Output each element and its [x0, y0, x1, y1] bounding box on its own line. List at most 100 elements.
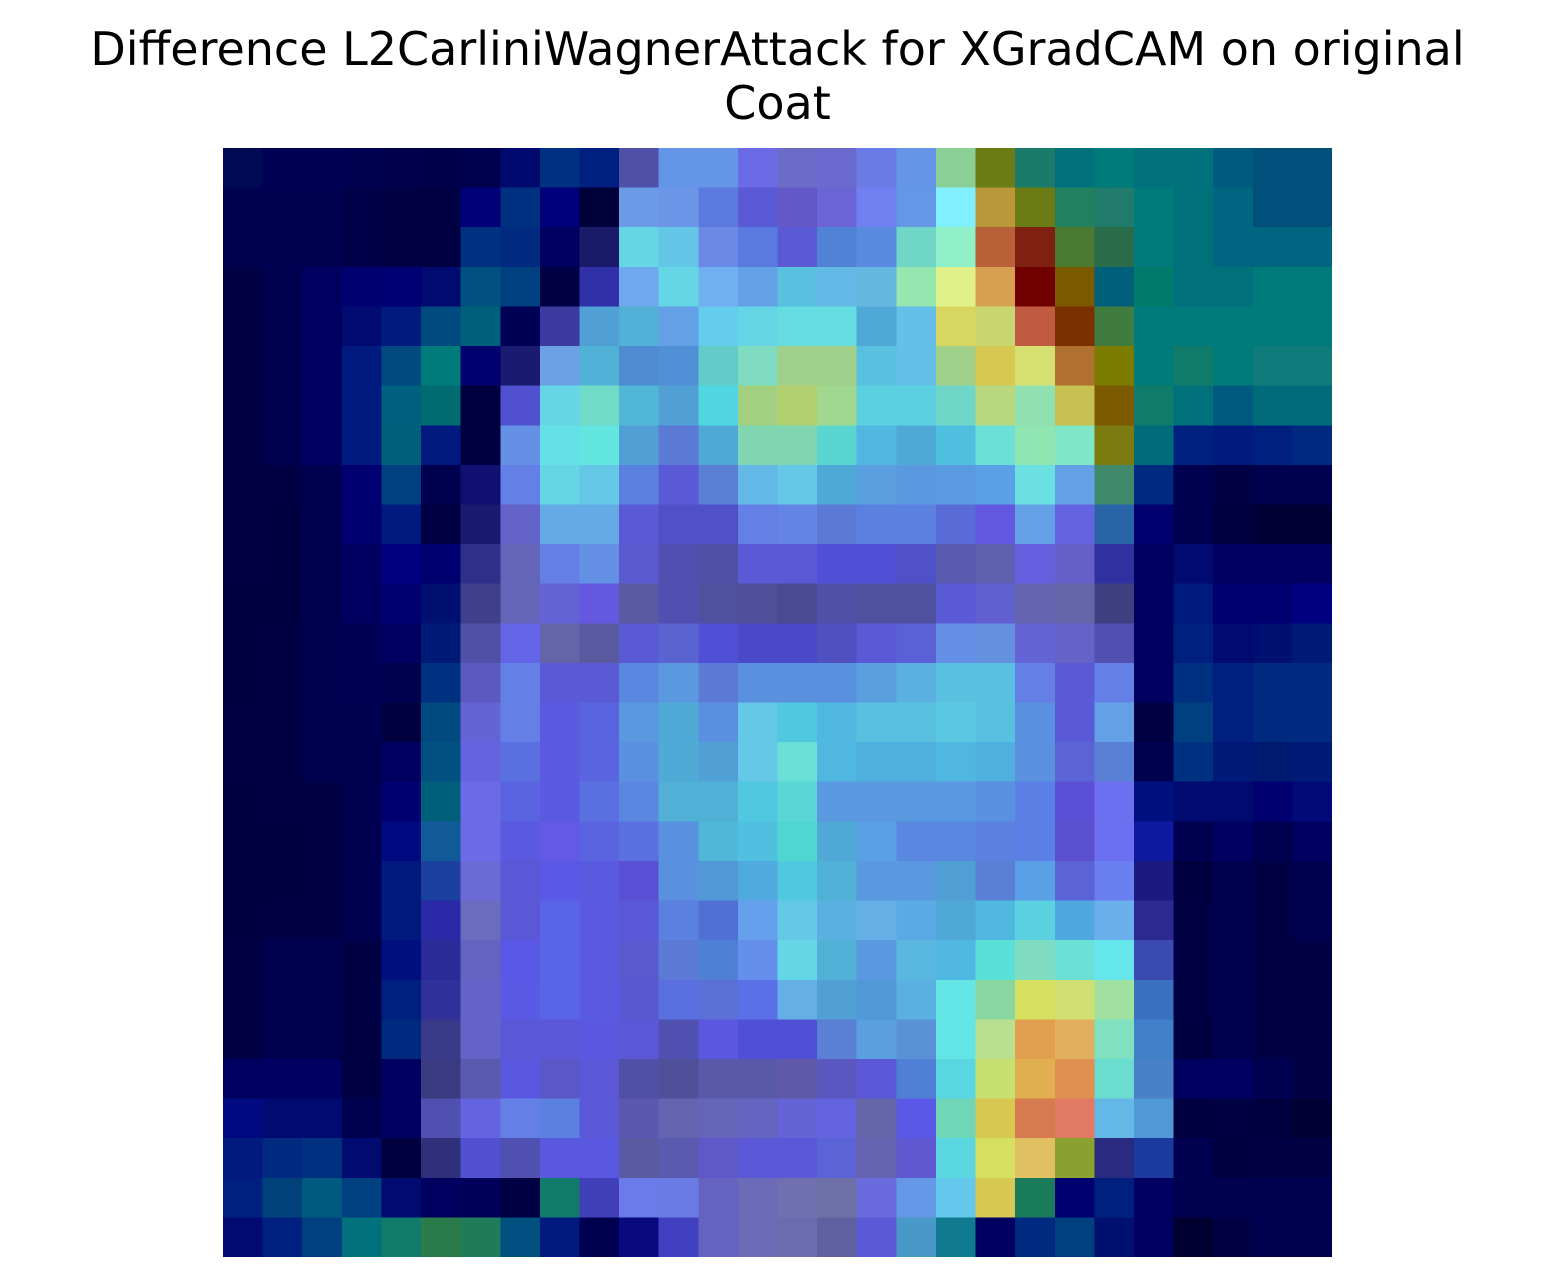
heatmap-cell-r12-c15	[817, 623, 858, 664]
heatmap-cell-r20-c4	[381, 940, 422, 981]
heatmap-cell-r10-c5	[421, 544, 462, 585]
heatmap-cell-r4-c25	[1213, 306, 1254, 347]
heatmap-cell-r15-c3	[341, 742, 383, 783]
heatmap-cell-r21-c26	[1252, 979, 1293, 1020]
heatmap-plot	[223, 148, 1332, 1257]
heatmap-cell-r18-c19	[975, 860, 1016, 902]
heatmap-cell-r17-c18	[935, 821, 977, 862]
heatmap-cell-r21-c13	[737, 979, 779, 1020]
heatmap-cell-r13-c8	[539, 662, 581, 704]
heatmap-cell-r2-c6	[460, 227, 501, 268]
heatmap-cell-r9-c7	[500, 504, 541, 545]
heatmap-cell-r9-c15	[817, 504, 858, 545]
heatmap-cell-r1-c14	[777, 187, 818, 228]
heatmap-cell-r15-c4	[381, 742, 422, 783]
heatmap-cell-r7-c9	[579, 425, 620, 466]
heatmap-cell-r17-c10	[619, 821, 660, 862]
heatmap-cell-r0-c4	[381, 148, 422, 189]
heatmap-cell-r9-c19	[975, 504, 1016, 545]
heatmap-cell-r1-c4	[381, 187, 422, 228]
heatmap-cell-r24-c7	[500, 1098, 541, 1139]
heatmap-cell-r15-c18	[935, 742, 977, 783]
heatmap-cell-r2-c19	[975, 227, 1016, 268]
heatmap-cell-r17-c26	[1252, 821, 1293, 862]
heatmap-cell-r9-c4	[381, 504, 422, 545]
heatmap-cell-r12-c6	[460, 623, 501, 664]
heatmap-cell-r13-c13	[737, 662, 779, 704]
heatmap-cell-r17-c19	[975, 821, 1016, 862]
heatmap-cell-r18-c1	[262, 860, 303, 902]
heatmap-cell-r8-c1	[262, 464, 303, 506]
heatmap-cell-r4-c1	[262, 306, 303, 347]
heatmap-cell-r26-c3	[341, 1177, 383, 1218]
heatmap-cell-r17-c14	[777, 821, 818, 862]
heatmap-cell-r21-c24	[1173, 979, 1214, 1020]
heatmap-cell-r10-c24	[1173, 544, 1214, 585]
heatmap-cell-r4-c13	[737, 306, 779, 347]
heatmap-cell-r14-c24	[1173, 702, 1214, 743]
heatmap-cell-r4-c17	[896, 306, 937, 347]
heatmap-cell-r17-c2	[302, 821, 343, 862]
heatmap-cell-r21-c15	[817, 979, 858, 1020]
heatmap-cell-r19-c3	[341, 900, 383, 941]
heatmap-cell-r11-c27	[1292, 583, 1332, 624]
heatmap-cell-r21-c21	[1054, 979, 1095, 1020]
heatmap-cell-r8-c12	[698, 464, 739, 506]
heatmap-cell-r1-c22	[1094, 187, 1135, 228]
heatmap-cell-r18-c7	[500, 860, 541, 902]
heatmap-cell-r7-c4	[381, 425, 422, 466]
heatmap-cell-r10-c3	[341, 544, 383, 585]
heatmap-cell-r24-c14	[777, 1098, 818, 1139]
heatmap-cell-r21-c4	[381, 979, 422, 1020]
heatmap-cell-r26-c23	[1133, 1177, 1175, 1218]
heatmap-cell-r9-c17	[896, 504, 937, 545]
heatmap-cell-r17-c1	[262, 821, 303, 862]
heatmap-cell-r11-c2	[302, 583, 343, 624]
heatmap-cell-r2-c26	[1252, 227, 1293, 268]
heatmap-cell-r13-c11	[658, 662, 699, 704]
heatmap-cell-r25-c8	[539, 1138, 581, 1179]
heatmap-cell-r8-c8	[539, 464, 581, 506]
heatmap-cell-r14-c19	[975, 702, 1016, 743]
heatmap-cell-r0-c14	[777, 148, 818, 189]
heatmap-cell-r2-c25	[1213, 227, 1254, 268]
heatmap-cell-r5-c4	[381, 346, 422, 387]
heatmap-cell-r26-c13	[737, 1177, 779, 1218]
heatmap-cell-r11-c7	[500, 583, 541, 624]
heatmap-cell-r14-c16	[856, 702, 897, 743]
heatmap-cell-r2-c7	[500, 227, 541, 268]
heatmap-cell-r8-c6	[460, 464, 501, 506]
heatmap-cell-r8-c26	[1252, 464, 1293, 506]
heatmap-cell-r19-c11	[658, 900, 699, 941]
heatmap-cell-r1-c0	[223, 187, 264, 228]
heatmap-cell-r7-c19	[975, 425, 1016, 466]
heatmap-cell-r6-c17	[896, 385, 937, 426]
heatmap-cell-r12-c2	[302, 623, 343, 664]
heatmap-cell-r1-c15	[817, 187, 858, 228]
heatmap-cell-r9-c6	[460, 504, 501, 545]
heatmap-cell-r10-c22	[1094, 544, 1135, 585]
heatmap-cell-r10-c13	[737, 544, 779, 585]
heatmap-cell-r18-c27	[1292, 860, 1332, 902]
heatmap-cell-r12-c19	[975, 623, 1016, 664]
heatmap-cell-r7-c21	[1054, 425, 1095, 466]
heatmap-cell-r21-c16	[856, 979, 897, 1020]
heatmap-cell-r3-c0	[223, 266, 264, 308]
heatmap-cell-r16-c7	[500, 781, 541, 822]
heatmap-cell-r18-c21	[1054, 860, 1095, 902]
heatmap-cell-r12-c10	[619, 623, 660, 664]
heatmap-cell-r16-c12	[698, 781, 739, 822]
heatmap-cell-r16-c3	[341, 781, 383, 822]
heatmap-cell-r8-c3	[341, 464, 383, 506]
heatmap-cell-r15-c19	[975, 742, 1016, 783]
heatmap-cell-r27-c21	[1054, 1217, 1095, 1257]
heatmap-cell-r20-c7	[500, 940, 541, 981]
heatmap-cell-r21-c20	[1015, 979, 1056, 1020]
heatmap-cell-r0-c3	[341, 148, 383, 189]
heatmap-cell-r10-c7	[500, 544, 541, 585]
heatmap-cell-r17-c9	[579, 821, 620, 862]
heatmap-cell-r1-c2	[302, 187, 343, 228]
heatmap-cell-r0-c12	[698, 148, 739, 189]
heatmap-cell-r9-c0	[223, 504, 264, 545]
heatmap-cell-r26-c2	[302, 1177, 343, 1218]
